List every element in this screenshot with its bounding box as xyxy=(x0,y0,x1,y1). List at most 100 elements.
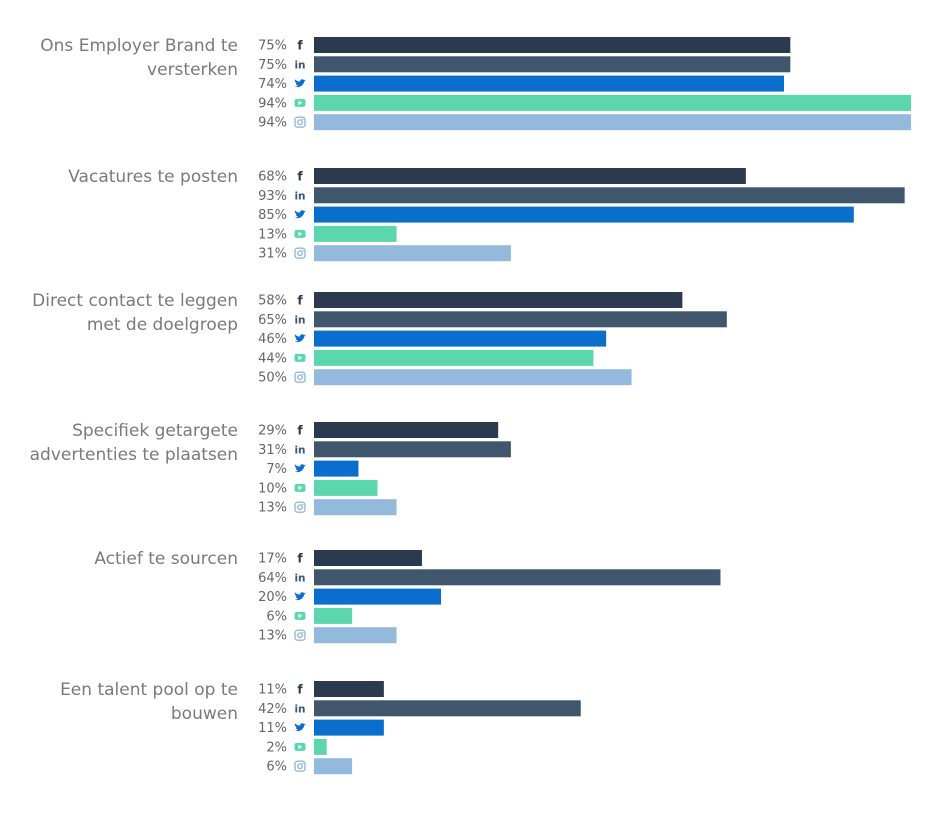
value-label: 11% xyxy=(258,721,287,736)
value-label: 64% xyxy=(258,571,287,586)
instagram-icon xyxy=(294,247,306,259)
value-label: 6% xyxy=(266,609,287,624)
category-group: Actief te sourcen 17% f 64% in 20% 6% 13% xyxy=(94,549,721,644)
facebook-icon: f xyxy=(297,552,303,566)
value-label: 50% xyxy=(258,371,287,386)
bar xyxy=(314,225,397,242)
svg-text:in: in xyxy=(294,190,305,202)
value-label: 94% xyxy=(258,96,287,111)
value-label: 29% xyxy=(258,424,287,439)
linkedin-icon: in xyxy=(294,59,305,71)
category-label: Direct contact te leggen met de doelgroep xyxy=(32,291,238,335)
youtube-icon xyxy=(294,483,306,492)
svg-text:f: f xyxy=(297,683,303,697)
bar xyxy=(314,75,784,92)
bar xyxy=(314,349,594,366)
svg-text:f: f xyxy=(297,424,303,438)
youtube-icon xyxy=(294,742,306,751)
bar xyxy=(314,550,422,566)
youtube-icon xyxy=(294,353,306,362)
value-label: 94% xyxy=(258,116,287,131)
youtube-icon xyxy=(294,98,306,107)
twitter-icon xyxy=(294,210,306,219)
value-label: 13% xyxy=(258,227,287,242)
facebook-icon: f xyxy=(297,39,303,53)
bar xyxy=(314,206,854,223)
svg-text:in: in xyxy=(294,314,305,326)
twitter-icon xyxy=(294,592,306,601)
bar xyxy=(314,569,721,586)
youtube-icon xyxy=(294,611,306,620)
svg-text:in: in xyxy=(294,444,305,456)
value-label: 13% xyxy=(258,629,287,644)
bar xyxy=(314,245,511,262)
value-label: 6% xyxy=(266,760,287,775)
bar xyxy=(314,719,384,736)
instagram-icon xyxy=(294,371,306,383)
bar xyxy=(314,681,384,697)
value-label: 7% xyxy=(266,462,287,477)
bar xyxy=(314,94,911,111)
category-group: Ons Employer Brand te versterken 75% f 75% in… xyxy=(40,36,911,131)
bar xyxy=(314,187,905,204)
twitter-icon xyxy=(294,464,306,473)
linkedin-icon: in xyxy=(294,444,305,456)
bar xyxy=(314,422,499,438)
category-label: Ons Employer Brand te versterken xyxy=(40,36,238,80)
value-label: 75% xyxy=(258,58,287,73)
value-label: 93% xyxy=(258,189,287,204)
linkedin-icon: in xyxy=(294,703,305,715)
youtube-icon xyxy=(294,229,306,238)
category-group: Direct contact te leggen met de doelgroep… xyxy=(32,291,727,386)
bar xyxy=(314,627,397,644)
twitter-icon xyxy=(294,334,306,343)
bar xyxy=(314,369,632,386)
linkedin-icon: in xyxy=(294,314,305,326)
value-label: 13% xyxy=(258,501,287,516)
value-label: 58% xyxy=(258,294,287,309)
bar xyxy=(314,460,359,477)
bar xyxy=(314,292,683,308)
bar xyxy=(314,479,378,496)
category-group: Specifiek getargete advertenties te plaat… xyxy=(30,421,511,516)
bar xyxy=(314,168,746,184)
bar xyxy=(314,311,727,328)
svg-text:in: in xyxy=(294,572,305,584)
linkedin-icon: in xyxy=(294,572,305,584)
value-label: 68% xyxy=(258,170,287,185)
bar xyxy=(314,114,911,131)
svg-text:f: f xyxy=(297,552,303,566)
bar xyxy=(314,56,791,73)
linkedin-icon: in xyxy=(294,190,305,202)
facebook-icon: f xyxy=(297,294,303,308)
facebook-icon: f xyxy=(297,424,303,438)
bar xyxy=(314,607,353,624)
value-label: 10% xyxy=(258,481,287,496)
value-label: 75% xyxy=(258,39,287,54)
value-label: 65% xyxy=(258,313,287,328)
bar xyxy=(314,330,607,347)
instagram-icon xyxy=(294,760,306,772)
instagram-icon xyxy=(294,501,306,513)
category-group: Vacatures te posten 68% f 93% in 85% 13% 31% xyxy=(68,167,905,262)
value-label: 44% xyxy=(258,351,287,366)
svg-text:in: in xyxy=(294,703,305,715)
value-label: 11% xyxy=(258,683,287,698)
category-label: Een talent pool op te bouwen xyxy=(60,680,238,724)
svg-text:f: f xyxy=(297,294,303,308)
svg-text:in: in xyxy=(294,59,305,71)
instagram-icon xyxy=(294,116,306,128)
facebook-icon: f xyxy=(297,170,303,184)
bar xyxy=(314,588,442,605)
category-label: Specifiek getargete advertenties te plaat… xyxy=(30,421,238,465)
value-label: 42% xyxy=(258,702,287,717)
value-label: 31% xyxy=(258,247,287,262)
twitter-icon xyxy=(294,723,306,732)
svg-text:f: f xyxy=(297,170,303,184)
bar xyxy=(314,499,397,516)
bar xyxy=(314,37,791,53)
instagram-icon xyxy=(294,629,306,641)
svg-text:f: f xyxy=(297,39,303,53)
twitter-icon xyxy=(294,79,306,88)
